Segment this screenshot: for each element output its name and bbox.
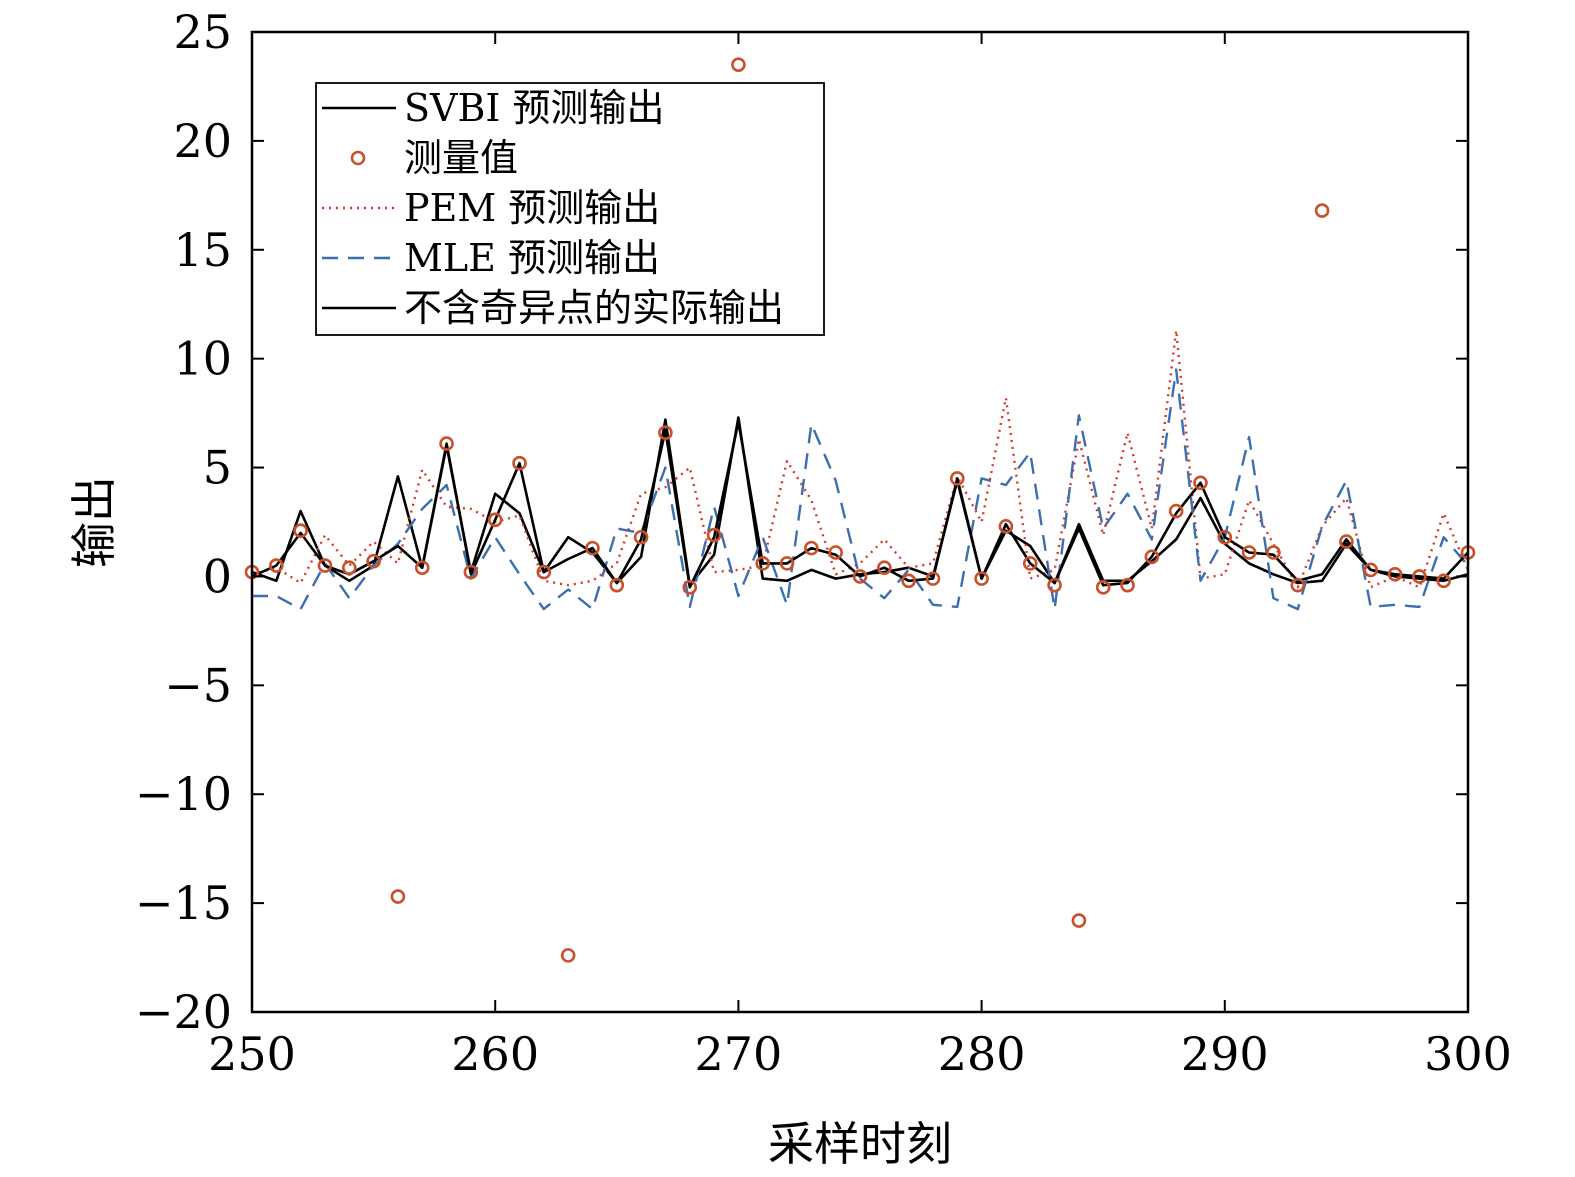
y-tick-label: 15 [173, 223, 232, 277]
measurement-point [974, 571, 989, 586]
measurement-point [925, 571, 941, 586]
measurement-point [512, 455, 527, 471]
series-line-4 [252, 420, 1468, 589]
y-tick-label: 0 [203, 549, 232, 603]
y-tick-label: 10 [173, 332, 232, 386]
y-tick-label: 5 [203, 441, 232, 495]
y-tick-label: −10 [135, 767, 232, 821]
measurement-point [1071, 913, 1087, 928]
legend-label: MLE 预测输出 [404, 236, 660, 280]
measurement-point [560, 948, 576, 963]
measurement-point [1241, 545, 1257, 560]
y-tick-label: −20 [135, 985, 232, 1039]
legend-label: PEM 预测输出 [404, 186, 660, 230]
y-tick-label: −15 [135, 876, 232, 930]
measurement-point [1120, 577, 1135, 593]
measurement-point [1144, 549, 1160, 565]
measurement-point [901, 573, 916, 589]
measurement-point [706, 527, 722, 543]
measurement-point [609, 577, 625, 593]
y-tick-label: −5 [164, 658, 232, 712]
measurement-point [439, 436, 454, 451]
legend-label: 测量值 [404, 136, 518, 180]
measurement-point [1193, 475, 1208, 491]
measurement-point [755, 556, 771, 571]
measurement-point [658, 425, 673, 441]
measurement-point [1095, 580, 1111, 595]
measurement-point [998, 519, 1014, 534]
measurement-point [731, 57, 746, 72]
measurement-point [828, 545, 843, 560]
measurement-point [1363, 562, 1379, 578]
measurement-point [341, 560, 357, 576]
measurement-point [463, 564, 479, 580]
measurement-point [682, 580, 698, 595]
measurement-point [585, 540, 600, 556]
measurement-point [487, 512, 503, 528]
legend-label: SVBI 预测输出 [404, 86, 665, 130]
measurement-point [1168, 503, 1184, 519]
measurement-point [1436, 573, 1451, 589]
measurement-point [1047, 577, 1062, 593]
measurement-point [1387, 566, 1403, 582]
measurement-point [1022, 556, 1038, 571]
measurement-point [390, 889, 406, 904]
measurement-point [779, 556, 795, 571]
measurement-point [949, 471, 965, 486]
series-line-2 [252, 329, 1468, 589]
x-tick-label: 280 [938, 1027, 1026, 1081]
y-axis-label: 输出 [67, 476, 121, 568]
x-tick-label: 260 [451, 1027, 539, 1081]
legend-marker-swatch [350, 150, 366, 166]
measurement-point [293, 523, 308, 539]
x-tick-label: 250 [208, 1027, 296, 1081]
x-axis-label: 采样时刻 [768, 1117, 952, 1171]
measurement-point [317, 558, 333, 573]
measurement-point [414, 560, 430, 576]
y-tick-label: 25 [173, 5, 232, 59]
x-tick-label: 270 [694, 1027, 782, 1081]
x-tick-label: 290 [1181, 1027, 1269, 1081]
measurement-point [877, 560, 892, 576]
measurement-point [366, 553, 381, 569]
y-tick-label: 20 [173, 114, 232, 168]
measurement-point [1290, 577, 1306, 593]
plot-area-frame [250, 30, 1470, 1014]
measurement-point [536, 564, 552, 580]
x-tick-label: 300 [1424, 1027, 1512, 1081]
measurement-point [1266, 545, 1281, 560]
series-line-3 [252, 368, 1468, 611]
legend-box [315, 82, 825, 336]
measurement-point [852, 569, 868, 584]
measurement-point [269, 558, 284, 573]
measurement-point [1314, 203, 1330, 218]
measurement-point [1217, 529, 1233, 545]
measurement-point [1339, 534, 1354, 549]
legend-label: 不含奇异点的实际输出 [404, 286, 784, 330]
measurement-point [804, 540, 819, 556]
measurement-point [633, 529, 649, 545]
measurement-point [1412, 569, 1427, 584]
